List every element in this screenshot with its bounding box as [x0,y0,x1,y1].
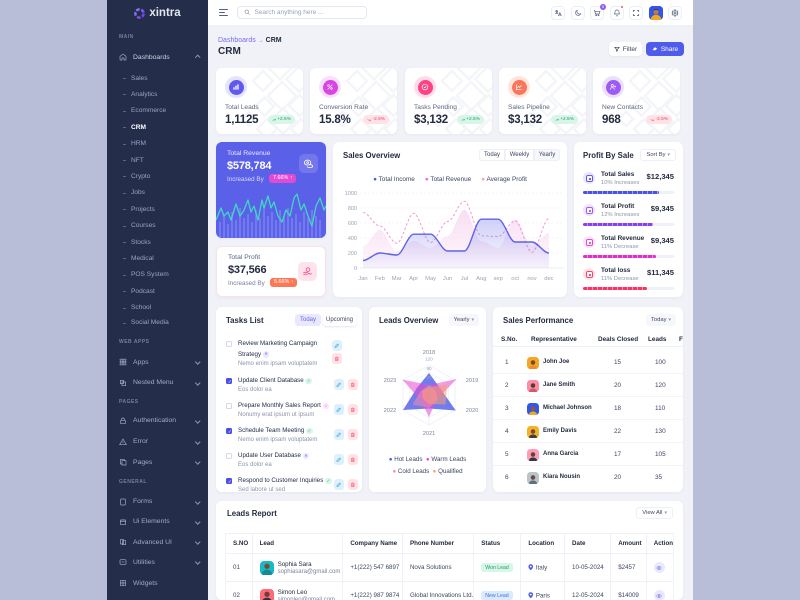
svg-text:2019: 2019 [466,378,478,384]
svg-text:May: May [425,276,436,282]
svg-text:Mar: Mar [392,276,402,282]
svg-text:sep: sep [494,276,503,282]
svg-text:2022: 2022 [384,408,396,414]
svg-text:dec: dec [544,276,553,282]
svg-text:200: 200 [348,251,357,257]
svg-text:30: 30 [426,384,432,389]
svg-text:Apr: Apr [409,276,418,282]
svg-text:Aug: Aug [476,276,486,282]
svg-text:2023: 2023 [384,378,396,384]
svg-text:oct: oct [511,276,519,282]
svg-text:Feb: Feb [375,276,385,282]
svg-text:800: 800 [348,206,357,212]
svg-text:60: 60 [426,375,432,380]
svg-text:0: 0 [428,394,431,399]
svg-text:Jun: Jun [443,276,452,282]
svg-text:Jul: Jul [461,276,468,282]
svg-text:90: 90 [426,366,432,371]
svg-text:600: 600 [348,221,357,227]
svg-text:Jan: Jan [358,276,367,282]
svg-text:2018: 2018 [423,350,435,356]
svg-text:1000: 1000 [345,191,357,197]
svg-text:400: 400 [348,236,357,242]
svg-text:0: 0 [354,266,357,272]
svg-text:120: 120 [425,357,433,362]
svg-text:2021: 2021 [423,431,435,437]
svg-text:2020: 2020 [466,408,478,414]
svg-text:nov: nov [527,276,536,282]
